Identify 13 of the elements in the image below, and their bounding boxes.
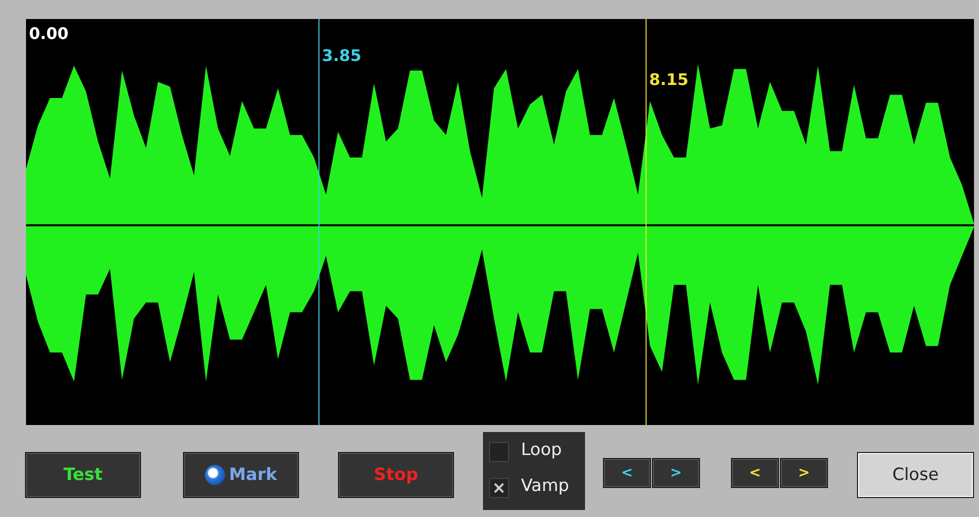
text: > [780,458,828,488]
annotation: 8.15 [649,70,689,90]
text: Vamp [521,476,570,496]
text: Loop [521,440,562,460]
text: 0.00 [29,24,68,44]
text: > [652,458,700,488]
annotation: 3.85 [322,46,362,66]
text: < [603,458,651,488]
text: Mark [228,465,278,485]
text: Stop [374,465,418,485]
text: Close [892,465,939,485]
text: < [731,458,779,488]
text: Test [63,465,103,485]
